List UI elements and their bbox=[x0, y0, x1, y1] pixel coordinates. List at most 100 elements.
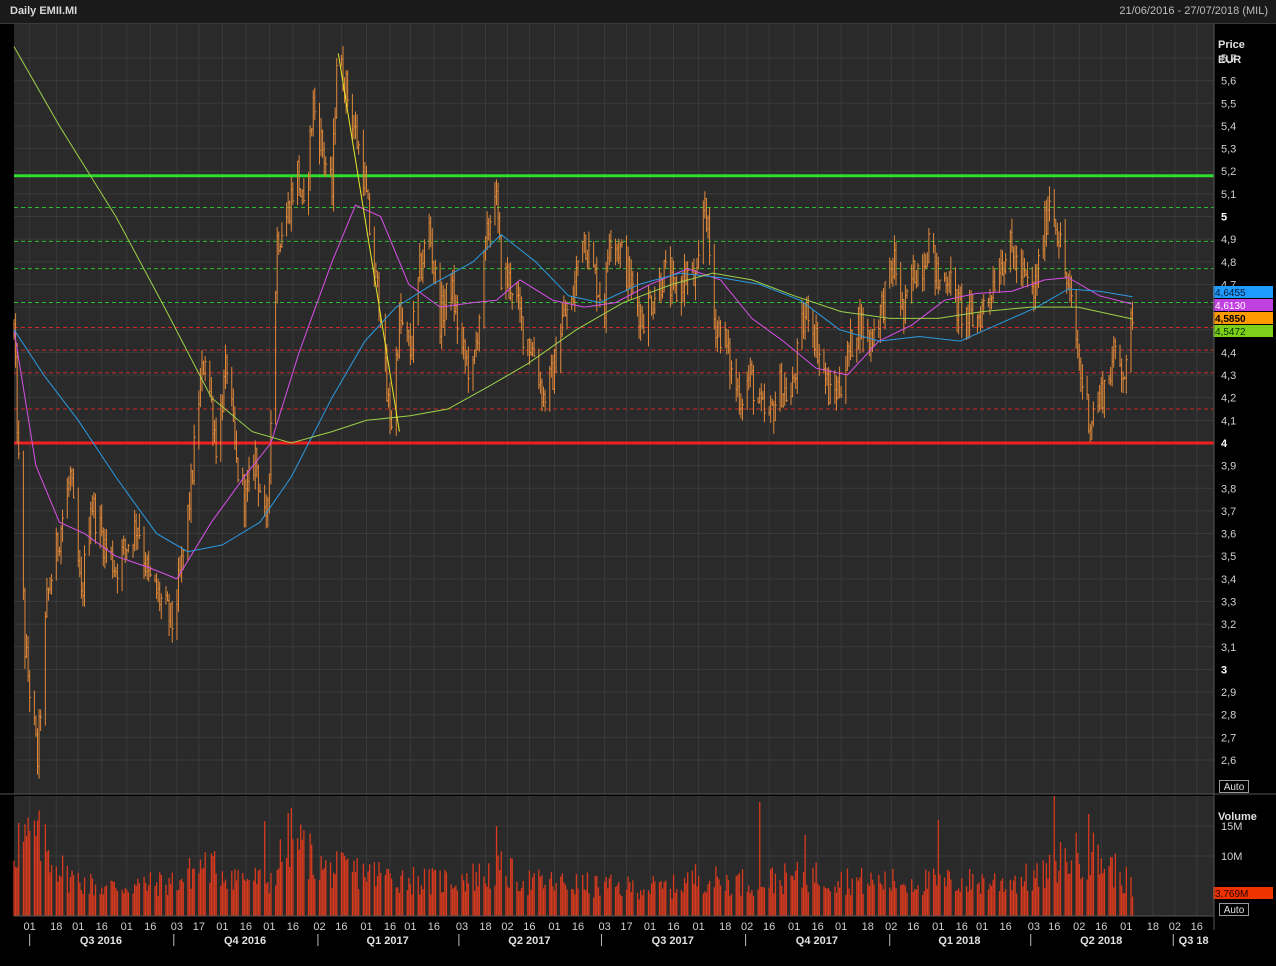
volume-bar bbox=[608, 878, 611, 916]
volume-value-badge bbox=[1213, 887, 1273, 899]
value-badges: 4,6455 4,6130 4,5850 4,5472 3,769M bbox=[1213, 286, 1273, 900]
volume-bar bbox=[1058, 870, 1060, 916]
price-tick-label: 3,2 bbox=[1221, 619, 1236, 631]
volume-bar bbox=[483, 876, 485, 916]
date-tick-label: 16 bbox=[956, 921, 968, 933]
volume-bar bbox=[956, 890, 958, 916]
volume-bar bbox=[1023, 881, 1026, 916]
volume-bar bbox=[93, 895, 95, 916]
volume-bar bbox=[542, 888, 545, 916]
volume-bar bbox=[1119, 872, 1121, 916]
volume-bar bbox=[354, 872, 357, 916]
volume-bar bbox=[444, 869, 446, 916]
volume-bar bbox=[143, 876, 145, 916]
date-tick-label: 16 bbox=[667, 921, 679, 933]
volume-bar bbox=[1014, 875, 1016, 916]
date-tick-label: 16 bbox=[572, 921, 584, 933]
volume-bar bbox=[342, 852, 344, 916]
volume-bar bbox=[1088, 814, 1090, 916]
volume-bar bbox=[329, 862, 332, 916]
volume-bar bbox=[619, 894, 621, 916]
volume-bar bbox=[879, 882, 882, 916]
volume-bar bbox=[901, 884, 903, 916]
volume-bar bbox=[1103, 868, 1106, 916]
volume-bar bbox=[574, 894, 576, 916]
volume-bar bbox=[409, 884, 412, 916]
volume-bar bbox=[715, 866, 717, 916]
volume-bar bbox=[202, 867, 205, 916]
volume-auto-scale-button[interactable]: Auto bbox=[1219, 903, 1249, 916]
price-auto-scale-button[interactable]: Auto bbox=[1219, 780, 1249, 793]
price-tick-label: 3,9 bbox=[1221, 461, 1236, 473]
volume-bar bbox=[146, 890, 148, 916]
volume-bar bbox=[903, 883, 905, 916]
volume-bar bbox=[549, 879, 551, 916]
volume-bar bbox=[159, 872, 161, 916]
volume-bar bbox=[638, 899, 640, 916]
volume-bar bbox=[463, 880, 465, 916]
volume-bar bbox=[212, 855, 214, 916]
volume-bar bbox=[484, 883, 487, 916]
volume-bar bbox=[332, 872, 335, 916]
volume-bar bbox=[417, 876, 419, 916]
volume-bar bbox=[806, 884, 808, 916]
chart-header-bar: Daily EMII.MI 21/06/2016 - 27/07/2018 (M… bbox=[0, 0, 1276, 24]
price-tick-label: 4,2 bbox=[1221, 393, 1236, 405]
volume-bar bbox=[379, 872, 382, 916]
volume-bar bbox=[519, 890, 521, 916]
date-range-label: 21/06/2016 - 27/07/2018 (MIL) bbox=[1119, 5, 1268, 17]
price-bars bbox=[13, 46, 1135, 779]
date-tick-label: 03 bbox=[456, 921, 468, 933]
volume-bar bbox=[726, 874, 728, 916]
date-tick-label: 16 bbox=[335, 921, 347, 933]
volume-bar bbox=[257, 870, 260, 916]
volume-bar bbox=[182, 882, 184, 916]
volume-bar bbox=[155, 882, 158, 916]
volume-bar bbox=[658, 882, 661, 916]
volume-bar bbox=[400, 875, 402, 916]
volume-bar bbox=[770, 869, 772, 916]
volume-bar bbox=[533, 872, 535, 916]
quarter-label: Q3 2016 bbox=[80, 935, 122, 947]
volume-bar bbox=[621, 896, 623, 916]
volume-bar bbox=[795, 870, 797, 916]
volume-bar bbox=[434, 869, 437, 916]
date-tick-label: 01 bbox=[404, 921, 416, 933]
volume-bar bbox=[16, 867, 18, 916]
volume-bar bbox=[322, 869, 324, 916]
price-axis-unit: EUR bbox=[1218, 54, 1242, 66]
volume-bar bbox=[947, 869, 949, 916]
volume-bar bbox=[1042, 860, 1044, 916]
volume-bar bbox=[561, 873, 564, 916]
date-tick-label: 16 bbox=[1095, 921, 1107, 933]
volume-bar bbox=[198, 873, 200, 916]
volume-bar bbox=[209, 882, 211, 916]
volume-bar bbox=[1003, 891, 1005, 916]
volume-bar bbox=[826, 888, 828, 916]
volume-bar bbox=[312, 874, 314, 916]
volume-bar bbox=[904, 885, 907, 916]
volume-bar bbox=[691, 870, 694, 916]
volume-bar bbox=[1077, 852, 1079, 916]
volume-bar bbox=[878, 874, 880, 916]
volume-bar bbox=[961, 878, 963, 916]
volume-bar bbox=[687, 872, 689, 916]
volume-bar bbox=[862, 893, 864, 916]
volume-bar bbox=[751, 890, 753, 916]
volume-bar bbox=[270, 872, 272, 916]
volume-bar bbox=[911, 879, 913, 916]
volume-bar bbox=[923, 891, 925, 916]
volume-bar bbox=[99, 894, 101, 916]
price-value-badge bbox=[1213, 312, 1273, 324]
volume-bar bbox=[871, 879, 874, 916]
volume-bar bbox=[912, 892, 914, 916]
volume-bar bbox=[893, 881, 896, 916]
volume-bar bbox=[846, 868, 849, 916]
volume-bar bbox=[505, 875, 507, 916]
volume-bar bbox=[318, 879, 321, 916]
volume-bar bbox=[486, 886, 488, 916]
volume-bar bbox=[994, 873, 996, 916]
volume-bar bbox=[124, 887, 126, 916]
volume-bar bbox=[441, 892, 443, 916]
volume-bar bbox=[453, 887, 455, 916]
